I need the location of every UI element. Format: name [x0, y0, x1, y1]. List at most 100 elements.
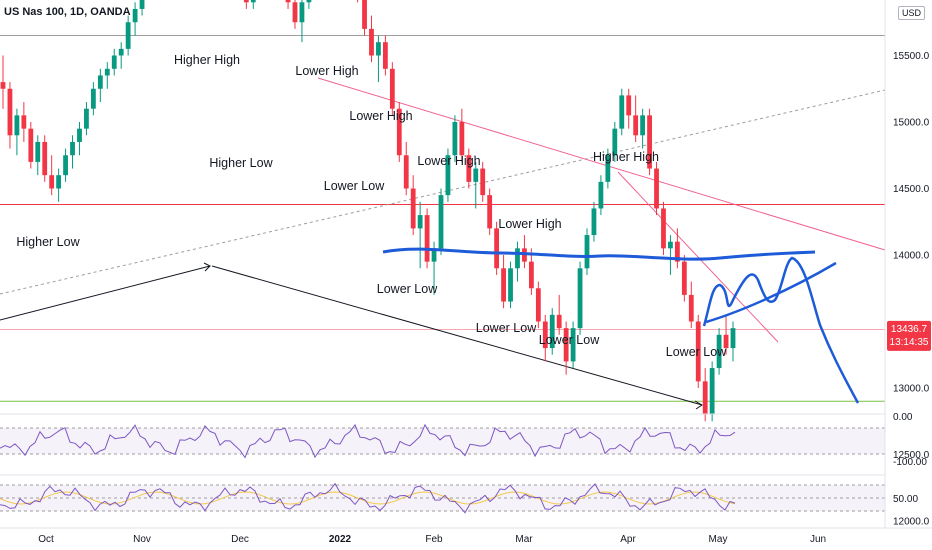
- candle-body: [49, 175, 55, 189]
- candle: [619, 88, 625, 136]
- time-tick-label: Jun: [810, 534, 826, 545]
- candle-body: [285, 0, 291, 3]
- candle-body: [515, 248, 520, 269]
- candle: [369, 15, 374, 63]
- candle-body: [445, 155, 451, 196]
- candle: [459, 108, 465, 162]
- candle-body: [389, 68, 395, 109]
- candle: [549, 308, 555, 355]
- candle: [563, 321, 569, 375]
- candle-body: [243, 0, 249, 3]
- candle: [104, 62, 110, 89]
- candle-body: [591, 208, 597, 236]
- time-axis[interactable]: Oct Nov Dec 2022 Feb Mar Apr May Jun: [0, 527, 932, 545]
- candle: [591, 201, 597, 242]
- price-tick-label: 12500.0: [893, 450, 930, 461]
- candle-body: [647, 115, 652, 169]
- candle-body: [654, 168, 659, 209]
- candle: [570, 321, 576, 369]
- candle: [577, 261, 583, 335]
- candle-body: [403, 155, 409, 189]
- candle: [661, 201, 666, 255]
- candle-body: [598, 181, 604, 209]
- candle: [28, 122, 34, 169]
- candle: [77, 122, 82, 156]
- time-tick-label: Feb: [425, 534, 443, 545]
- candle: [501, 255, 506, 309]
- annotation-label: Lower Low: [539, 333, 600, 347]
- candle: [452, 115, 458, 162]
- candle: [640, 108, 646, 149]
- oscillator-pane-1: 0.00 -100.00: [0, 412, 927, 468]
- candle: [14, 108, 20, 156]
- candle-body: [56, 175, 62, 189]
- candle-body: [556, 314, 562, 329]
- candle: [84, 102, 89, 136]
- symbol-title[interactable]: US Nas 100, 1D, OANDA: [4, 6, 131, 18]
- candle-body: [605, 155, 611, 182]
- candle: [473, 161, 479, 209]
- candle: [626, 88, 632, 129]
- candle-body: [674, 241, 680, 262]
- price-tick-label: 14000.0: [893, 251, 930, 262]
- candle-body: [494, 228, 500, 269]
- candle: [494, 221, 500, 275]
- candle-body: [90, 88, 96, 109]
- blue-projection-path: [702, 256, 860, 404]
- time-tick-label: May: [709, 534, 728, 545]
- candle-body: [21, 115, 27, 129]
- candle: [535, 281, 541, 329]
- candle: [306, 0, 312, 9]
- current-price-value: 13436.7: [891, 324, 928, 335]
- price-tick-label: 12000.0: [893, 517, 930, 528]
- candle-body: [97, 75, 103, 89]
- candle: [647, 108, 652, 176]
- time-tick-label: Dec: [231, 534, 249, 545]
- candle-body: [542, 321, 548, 349]
- blue-rising-line: [705, 261, 837, 324]
- candle-body: [584, 235, 590, 269]
- candle-body: [132, 8, 138, 23]
- candle: [522, 235, 527, 269]
- candle: [376, 35, 381, 83]
- candle-body: [417, 215, 423, 229]
- candle: [250, 0, 256, 9]
- dashed-trendline: [0, 89, 886, 295]
- candle-body: [362, 0, 367, 29]
- candle: [139, 0, 145, 16]
- candle: [7, 82, 13, 149]
- candle: [0, 55, 6, 109]
- time-tick-label: Apr: [620, 534, 636, 545]
- candle-body: [577, 268, 583, 329]
- main-price-pane[interactable]: Higher High Lower High Lower High Higher Lo…: [0, 0, 886, 550]
- candle: [299, 0, 305, 43]
- candle-body: [84, 108, 89, 129]
- time-tick-label: 2022: [329, 534, 352, 545]
- candle: [654, 161, 659, 216]
- oscillator-tick: -100.00: [893, 457, 927, 468]
- candle: [542, 314, 548, 362]
- candle: [584, 228, 590, 275]
- signal-line: [0, 491, 736, 505]
- price-axis[interactable]: 17500.017000.016500.016000.015500.015000…: [884, 0, 931, 528]
- time-tick-label: Nov: [133, 534, 151, 545]
- candle: [35, 135, 41, 176]
- candle-body: [661, 208, 666, 249]
- candle: [42, 135, 48, 182]
- candle: [633, 95, 639, 142]
- time-tick-label: Mar: [515, 534, 533, 545]
- annotation-label: Lower Low: [324, 179, 385, 193]
- candle: [709, 361, 715, 422]
- descending-trendline: [317, 77, 886, 251]
- arrow-head: [694, 400, 703, 410]
- candle-body: [563, 328, 569, 362]
- time-tick-label: Oct: [38, 534, 54, 545]
- candle-body: [723, 334, 729, 349]
- blue-curve-line: [382, 247, 816, 261]
- arrow-line-down: [211, 265, 703, 406]
- candle-body: [480, 168, 486, 196]
- candle-body: [7, 88, 13, 136]
- currency-badge[interactable]: USD: [898, 6, 926, 20]
- candle: [424, 208, 430, 269]
